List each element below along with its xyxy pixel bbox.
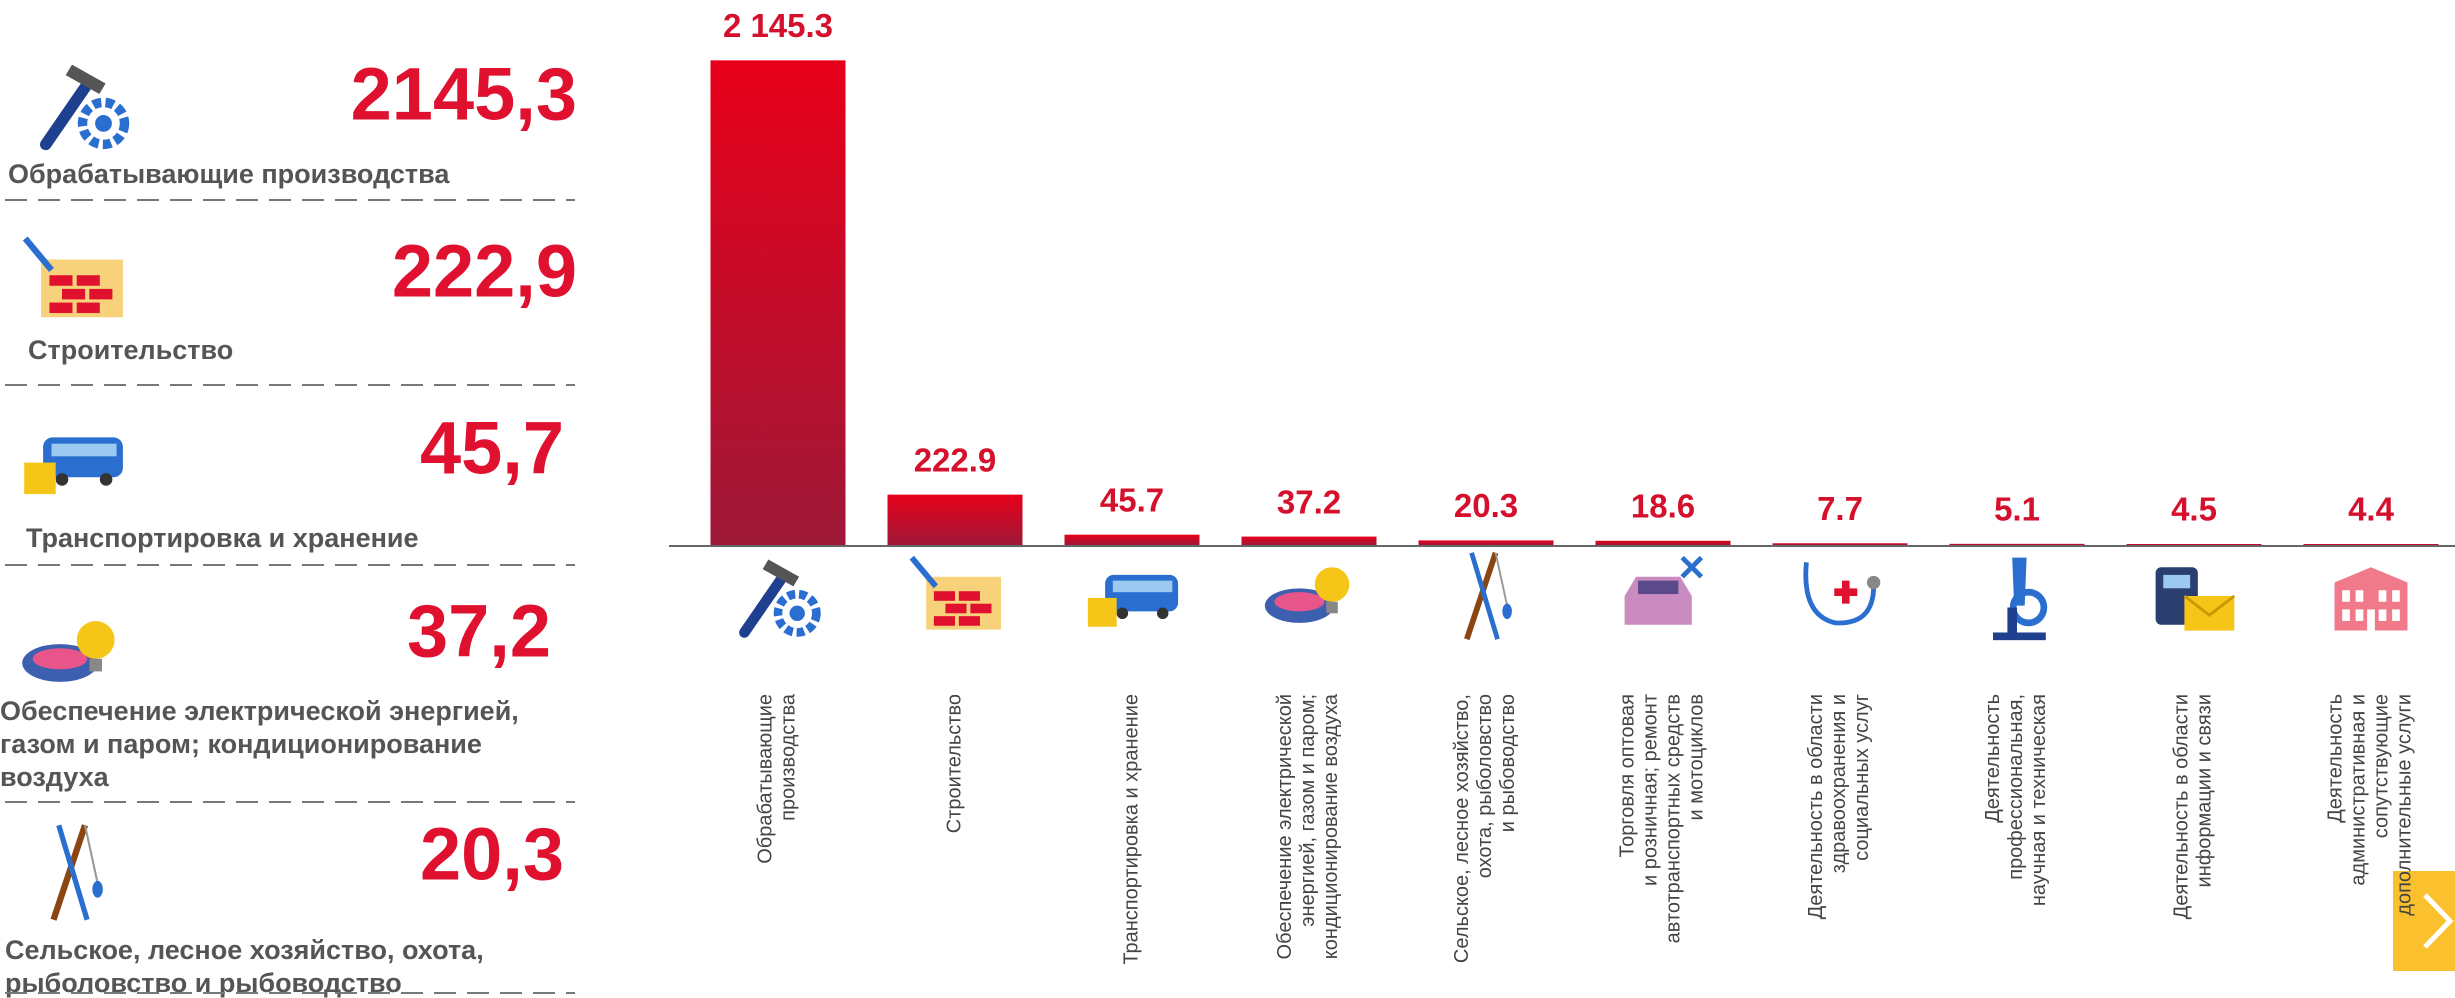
value-label: 7.7 [1817, 490, 1863, 527]
x-tick-label: Торговля оптоваяи розничная; ремонтавтот… [1617, 694, 1708, 943]
category-icon [1993, 558, 2046, 641]
item-icon [25, 239, 123, 318]
bar [1064, 534, 1200, 545]
item-value: 2145,3 [351, 53, 577, 136]
bar [887, 494, 1023, 545]
bar [1418, 540, 1554, 545]
x-tick-label: Деятельность в областиинформации и связи [2171, 694, 2216, 919]
item-label: Обрабатывающие производства [8, 159, 450, 189]
value-label: 222.9 [914, 441, 997, 478]
bar [2126, 543, 2262, 545]
bar [2303, 544, 2439, 545]
item-value: 222,9 [392, 230, 577, 313]
x-tick-label: Деятельностьпрофессиональная,научная и т… [1982, 694, 2050, 906]
value-label: 4.5 [2171, 491, 2217, 528]
value-label: 18.6 [1631, 488, 1695, 525]
bar [1595, 540, 1731, 545]
category-icon [1625, 558, 1702, 625]
item-label: Обеспечение электрической энергией, газом… [0, 696, 519, 792]
item-value: 37,2 [407, 590, 551, 673]
x-tick-label: Деятельностьадминистративная исопутствую… [2325, 694, 2416, 916]
category-icon [912, 558, 1001, 630]
value-label: 20.3 [1454, 487, 1518, 524]
bar [1949, 543, 2085, 545]
category-icon [1087, 574, 1179, 627]
bar [710, 60, 846, 545]
category-icon [2334, 567, 2408, 631]
item-label: Сельское, лесное хозяйство, охота, рыболо… [5, 935, 484, 998]
x-tick-label: Обеспечение электрическойэнергией, газом… [1274, 693, 1342, 959]
item-value: 20,3 [420, 813, 564, 896]
item-icon [22, 621, 115, 682]
value-label: 5.1 [1994, 491, 2040, 528]
next-arrow[interactable] [2423, 893, 2454, 949]
value-label: 4.4 [2348, 491, 2395, 528]
value-label: 37.2 [1277, 483, 1341, 520]
x-tick-label: Транспортировка и хранение [1120, 694, 1142, 965]
item-icon [24, 437, 123, 495]
category-icon [1467, 553, 1512, 639]
item-value: 45,7 [420, 407, 564, 490]
x-tick-label: Обрабатывающиепроизводства [755, 693, 800, 864]
value-label: 45.7 [1100, 481, 1164, 518]
bar [1772, 543, 1908, 545]
category-icon [1264, 567, 1350, 623]
category-icon [2154, 565, 2236, 632]
category-icon [744, 560, 816, 633]
x-tick-label: Сельское, лесное хозяйство,охота, рыболо… [1451, 694, 1519, 963]
next-button[interactable] [2393, 871, 2455, 971]
value-label: 2 145.3 [723, 7, 833, 44]
bar [1241, 536, 1377, 545]
category-icon [1806, 562, 1881, 623]
x-tick-label: Деятельность в областиздравоохранения ис… [1805, 694, 1873, 919]
item-icon [54, 825, 103, 920]
next-button-bg[interactable] [2393, 871, 2455, 971]
item-label: Транспортировка и хранение [26, 523, 419, 553]
item-label: Строительство [28, 335, 233, 365]
x-tick-label: Строительство [943, 694, 965, 833]
item-icon [46, 65, 125, 145]
